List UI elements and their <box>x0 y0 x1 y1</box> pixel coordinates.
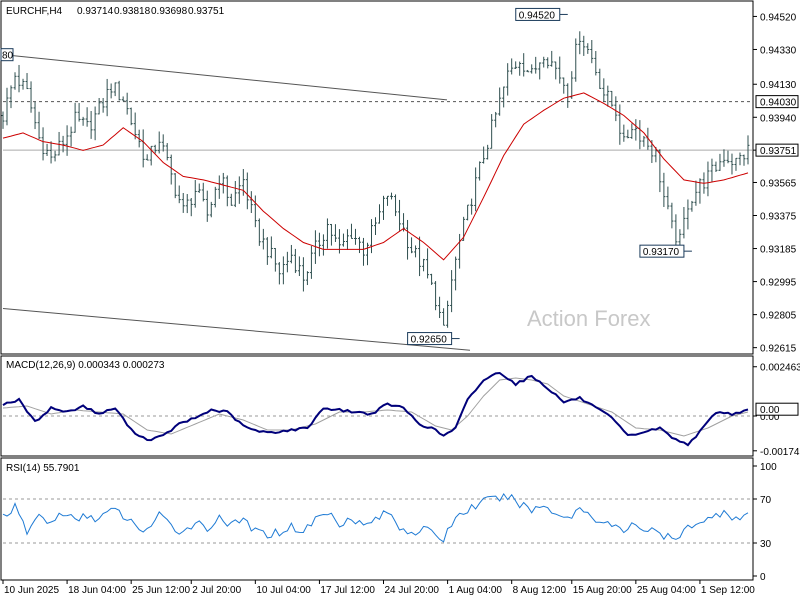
watermark: Action Forex <box>527 306 651 331</box>
rsi-tick-label: 70 <box>760 495 772 506</box>
macd-tick-label: 0.00 <box>760 412 780 423</box>
time-tick-label: 24 Jul 20:00 <box>385 585 440 596</box>
time-tick-label: 10 Jul 04:00 <box>256 585 311 596</box>
price-tick-label: 0.94520 <box>760 12 797 23</box>
low-value: 0.93698 <box>151 6 188 17</box>
high-value: 0.93818 <box>114 6 151 17</box>
price-layer: 0.94520 0.93170 0.92650 80 <box>0 7 752 351</box>
channel-lower-line <box>2 308 471 351</box>
time-tick-label: 1 Aug 04:00 <box>449 585 503 596</box>
axis-layer: 0.94520 0.94330 0.94130 0.93940 0.93751 0.935… <box>2 12 800 596</box>
channel-upper-line <box>2 54 448 101</box>
price-tick-label: 0.94330 <box>760 45 797 56</box>
price-tick-label: 0.92805 <box>760 311 797 322</box>
price-tick-label: 0.92615 <box>760 344 797 355</box>
moving-average-line <box>2 92 749 261</box>
time-tick-label: 1 Sep 12:00 <box>701 585 755 596</box>
close-value: 0.93751 <box>188 6 225 17</box>
price-tick-label: 0.93565 <box>760 178 797 189</box>
rsi-tick-label: 100 <box>760 462 777 473</box>
macd-signal-line <box>2 377 749 437</box>
time-tick-label: 10 Jun 2025 <box>4 585 59 596</box>
time-tick-label: 25 Jun 12:00 <box>132 585 190 596</box>
price-tick-label: 0.92995 <box>760 278 797 289</box>
annotation-label: 0.94520 <box>519 10 556 21</box>
price-tick-label: 0.93751 <box>760 146 797 157</box>
time-tick-label: 25 Aug 04:00 <box>637 585 696 596</box>
price-tick-label: 0.93185 <box>760 245 797 256</box>
rsi-tick-label: 0 <box>760 572 766 583</box>
price-tick-box <box>755 143 799 157</box>
price-panel-frame <box>0 0 754 355</box>
rsi-layer <box>2 492 752 544</box>
rsi-line <box>2 492 749 543</box>
time-tick-label: 8 Aug 12:00 <box>513 585 567 596</box>
macd-tick-label: 0.002463 <box>760 363 800 374</box>
price-tick-label: 0.93940 <box>760 113 797 124</box>
macd-panel-frame <box>0 355 754 457</box>
macd-layer <box>2 371 752 447</box>
annotation-label: 0.93170 <box>643 247 680 258</box>
macd-label: MACD(12,26,9) 0.000343 0.000273 <box>6 360 165 371</box>
macd-line <box>2 371 749 447</box>
price-tick-label: 0.93375 <box>760 212 797 223</box>
time-tick-label: 15 Aug 20:00 <box>573 585 632 596</box>
time-tick-label: 18 Jun 04:00 <box>68 585 126 596</box>
annotation-label: 0.92650 <box>411 335 448 346</box>
price-tick-label: 0.94130 <box>760 80 797 91</box>
rsi-panel-frame <box>0 457 754 581</box>
time-tick-label: 2 Jul 20:00 <box>192 585 241 596</box>
price-level-label: 0.94030 <box>760 98 797 109</box>
symbol-label: EURCHF,H4 <box>6 6 63 17</box>
time-tick-label: 17 Jul 12:00 <box>320 585 375 596</box>
rsi-label: RSI(14) 55.7901 <box>6 463 80 474</box>
edge-label-box <box>0 48 14 62</box>
macd-current-label: 0.00 <box>760 405 780 416</box>
price-level-box <box>755 95 799 109</box>
open-value: 0.93714 <box>77 6 114 17</box>
edge-label: 80 <box>2 51 14 62</box>
macd-tick-label: -0.00174 <box>760 447 800 458</box>
rsi-tick-label: 30 <box>760 539 772 550</box>
macd-current-box <box>755 402 799 416</box>
